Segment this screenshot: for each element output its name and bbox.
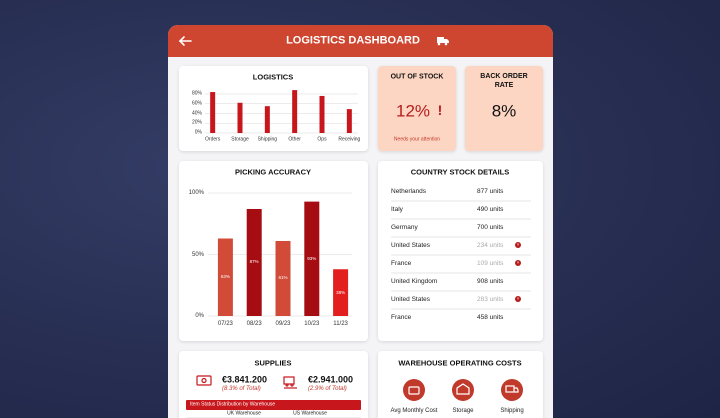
x-tick-label: Ops: [317, 136, 327, 143]
country-units: 283 units: [477, 295, 504, 303]
chart-title: PICKING ACCURACY: [235, 167, 311, 177]
y-tick-label: 20%: [191, 119, 202, 126]
bar: [346, 109, 352, 133]
y-tick-label: 40%: [191, 110, 202, 116]
country-card: [378, 161, 543, 341]
country-name: United States: [391, 241, 431, 249]
kpi-title: OUT OF STOCK: [390, 73, 444, 81]
country-name: United Kingdom: [391, 277, 438, 285]
x-tick-label: Shipping: [257, 136, 278, 143]
y-tick-label: 0%: [194, 129, 202, 136]
back-order-card: [465, 66, 543, 151]
country-units: 458 units: [477, 313, 504, 321]
x-tick-label: 07/23: [217, 321, 233, 327]
bar: [210, 92, 216, 133]
x-tick-label: Other: [288, 136, 301, 143]
header-bar: [168, 25, 553, 57]
cost-label: Storage: [452, 408, 474, 414]
value-label: 61%: [278, 275, 288, 281]
bar: [217, 238, 233, 316]
country-name: Italy: [391, 205, 403, 213]
bar: [292, 90, 298, 133]
value-label: 87%: [249, 259, 259, 265]
table-title-bar: [186, 400, 361, 410]
supply-share: (2.9% of Total): [308, 386, 347, 392]
kpi-title: BACK ORDER RATE: [480, 73, 528, 89]
supply-amount: €2.941.000: [308, 374, 354, 385]
x-tick-label: Storage: [231, 136, 249, 143]
x-tick-label: Orders: [205, 136, 221, 143]
cost-label: Avg Monthly Cost: [390, 408, 438, 414]
y-tick-label: 60%: [191, 100, 202, 107]
country-name: Netherlands: [391, 187, 427, 195]
chart-title: LOGISTICS: [252, 72, 294, 82]
x-tick-label: 10/23: [304, 321, 320, 327]
card-title: WAREHOUSE OPERATING COSTS: [398, 358, 522, 368]
x-tick-label: Receiving: [338, 136, 361, 143]
kpi-alert: !: [437, 102, 443, 118]
y-tick-label: 80%: [191, 90, 202, 97]
bar: [333, 269, 349, 316]
kpi-note: Needs your attention: [393, 136, 441, 143]
bar: [319, 95, 325, 133]
country-units: 234 units: [477, 241, 504, 249]
value-label: 63%: [220, 274, 230, 279]
supply-icon: [196, 375, 212, 386]
country-units: 490 units: [477, 205, 504, 213]
country-units: 908 units: [477, 277, 504, 285]
y-tick-label: 50%: [191, 251, 204, 258]
kpi-value: 12%: [395, 101, 431, 121]
bar: [264, 106, 270, 133]
supply-amount: €3.841.200: [222, 374, 268, 385]
supply-icon: [283, 376, 297, 389]
bar: [246, 208, 262, 316]
x-tick-label: 09/23: [275, 321, 291, 327]
x-tick-label: 08/23: [246, 321, 262, 327]
back-button[interactable]: [178, 36, 192, 46]
country-name: United States: [391, 295, 431, 303]
truck-icon: [437, 37, 449, 46]
y-tick-label: 100%: [188, 190, 204, 196]
country-name: France: [391, 313, 412, 321]
country-name: Germany: [391, 223, 418, 231]
bar: [275, 240, 291, 316]
country-name: France: [391, 259, 412, 267]
cost-label: Shipping: [500, 408, 524, 414]
cost-icons: [403, 379, 523, 401]
table-column: UK Warehouse: [227, 410, 261, 417]
bar: [304, 201, 320, 316]
country-units: 109 units: [477, 259, 504, 267]
header-title: LOGISTICS DASHBOARD: [286, 34, 420, 47]
country-units: 877 units: [477, 187, 504, 195]
out-of-stock-card: [378, 66, 456, 151]
supply-share: (8.3% of Total): [222, 386, 261, 392]
x-tick-label: 11/23: [333, 321, 348, 327]
value-label: 93%: [307, 255, 317, 261]
bar: [237, 102, 243, 133]
country-units: 700 units: [477, 223, 504, 231]
y-tick-label: 0%: [195, 313, 204, 319]
value-label: 38%: [336, 289, 346, 295]
table-column: US Warehouse: [293, 410, 327, 417]
table-title: Item Status Distribution by Warehouse: [190, 401, 276, 408]
card-title: SUPPLIES: [254, 358, 292, 368]
kpi-value: 8%: [491, 101, 517, 121]
card-title: COUNTRY STOCK DETAILS: [410, 167, 510, 177]
